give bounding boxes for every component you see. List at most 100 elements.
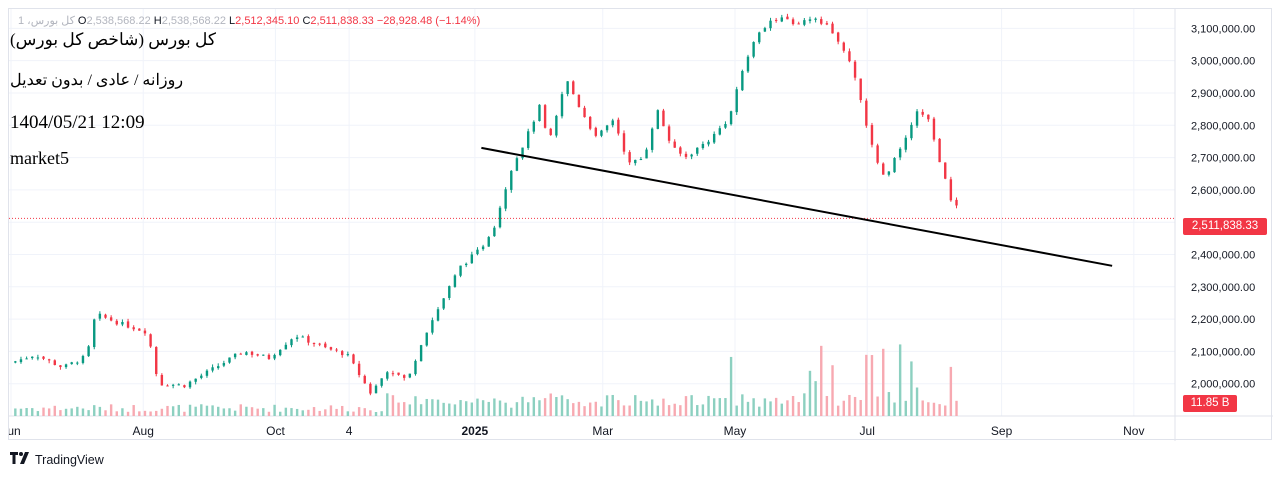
- volume-bar: [735, 405, 738, 416]
- candle-body: [617, 119, 620, 134]
- y-tick-label: 2,300,000.00: [1191, 282, 1255, 294]
- volume-bar: [25, 408, 28, 416]
- volume-bar: [391, 395, 395, 416]
- candle-body: [893, 157, 896, 173]
- chart-frame[interactable]: 2,000,000.00 2,100,000.00 2,200,000.00 2,30…: [8, 8, 1273, 441]
- y-tick-label: 2,600,000.00: [1191, 185, 1255, 197]
- candle-body: [403, 375, 406, 378]
- volume-bar: [712, 398, 716, 416]
- x-tick-label: Aug: [133, 424, 154, 438]
- candle-body: [853, 61, 857, 78]
- volume-bar: [132, 405, 135, 416]
- volume-bar: [369, 410, 372, 416]
- candle-body: [898, 148, 902, 158]
- volume-bar: [81, 408, 85, 416]
- candle-body: [126, 321, 130, 328]
- volume-bar: [341, 405, 344, 416]
- volume-bar: [380, 411, 383, 416]
- volume-bar: [690, 395, 693, 416]
- footer[interactable]: TradingView: [10, 452, 104, 467]
- candle-body: [628, 152, 631, 163]
- brand-label[interactable]: TradingView: [35, 452, 104, 467]
- volume-bar: [425, 398, 428, 416]
- volume-bar: [915, 387, 919, 416]
- candle-body: [138, 328, 141, 331]
- candle-body: [233, 353, 237, 358]
- volume-bar: [217, 406, 220, 416]
- candle-body: [160, 374, 164, 386]
- overlay-datetime: 1404/05/21 12:09: [10, 112, 145, 133]
- candle-body: [639, 159, 643, 161]
- candle-body: [121, 321, 124, 325]
- candle-body: [284, 344, 288, 350]
- candle-body: [780, 17, 783, 22]
- change-value: −28,928.48 (−1.14%): [376, 15, 481, 27]
- chart-canvas[interactable]: 2,000,000.00 2,100,000.00 2,200,000.00 2,30…: [9, 9, 1273, 441]
- x-tick-label: Nov: [1123, 424, 1144, 438]
- candle-body: [31, 356, 34, 359]
- volume-bar: [352, 411, 355, 416]
- x-tick-label: Jun: [9, 424, 21, 438]
- volume-bar: [808, 370, 812, 416]
- volume-bar: [617, 400, 620, 416]
- volume-bar: [572, 403, 575, 416]
- volume-bar: [250, 407, 254, 416]
- candle-body: [374, 385, 378, 394]
- volume-bar: [453, 404, 457, 416]
- volume-bar: [14, 408, 17, 416]
- volume-bar: [729, 356, 733, 416]
- y-tick-label: 3,000,000.00: [1191, 56, 1255, 68]
- candle-body: [194, 378, 197, 382]
- volume-bar: [222, 408, 226, 416]
- volume-bar: [256, 408, 259, 416]
- candle-body: [47, 359, 51, 361]
- candle-body: [132, 327, 135, 330]
- x-tick-label: Jul: [860, 424, 875, 438]
- volume-bar: [436, 399, 440, 416]
- volume-bar: [645, 401, 648, 416]
- candle-body: [707, 141, 710, 145]
- candle-body: [662, 110, 665, 127]
- volume-bar: [588, 402, 592, 416]
- volume-bar: [622, 405, 626, 416]
- volume-bar: [836, 405, 840, 416]
- volume-bar: [290, 408, 293, 416]
- candle-body: [290, 339, 293, 346]
- volume-bar: [831, 365, 834, 416]
- volume-bar: [870, 355, 874, 416]
- volume-bar: [515, 402, 519, 416]
- volume-bar: [239, 404, 242, 416]
- volume-bar: [374, 411, 378, 416]
- volume-bar: [459, 400, 462, 416]
- candle-body: [543, 105, 547, 128]
- volume-bar: [476, 398, 479, 416]
- volume-bar: [628, 405, 631, 416]
- volume-bar: [301, 410, 304, 416]
- candle-body: [955, 199, 958, 206]
- volume-bar: [166, 405, 169, 416]
- volume-bar: [825, 396, 829, 416]
- candle-body: [115, 320, 118, 325]
- candle-body: [104, 314, 107, 318]
- candle-body: [64, 364, 68, 368]
- volume-bar: [904, 400, 907, 416]
- candle-body: [476, 249, 479, 255]
- candle-body: [81, 356, 85, 363]
- volume-bar: [397, 402, 400, 416]
- candle-body: [848, 51, 851, 62]
- volume-bar: [876, 396, 879, 416]
- volume-bar: [109, 404, 113, 416]
- y-tick-label: 2,800,000.00: [1191, 120, 1255, 132]
- y-tick-label: 2,400,000.00: [1191, 249, 1255, 261]
- candle-body: [938, 138, 941, 163]
- candle-body: [504, 189, 507, 209]
- tradingview-logo-icon[interactable]: [10, 452, 30, 467]
- overlay-title: کل بورس (شاخص کل بورس): [10, 30, 216, 49]
- candle-body: [791, 19, 795, 25]
- candle-body: [53, 360, 56, 365]
- volume-bar: [504, 402, 507, 416]
- x-tick-label: Oct: [266, 424, 285, 438]
- candle-body: [825, 23, 829, 25]
- volume-bar: [803, 393, 806, 416]
- candle-body: [876, 145, 879, 163]
